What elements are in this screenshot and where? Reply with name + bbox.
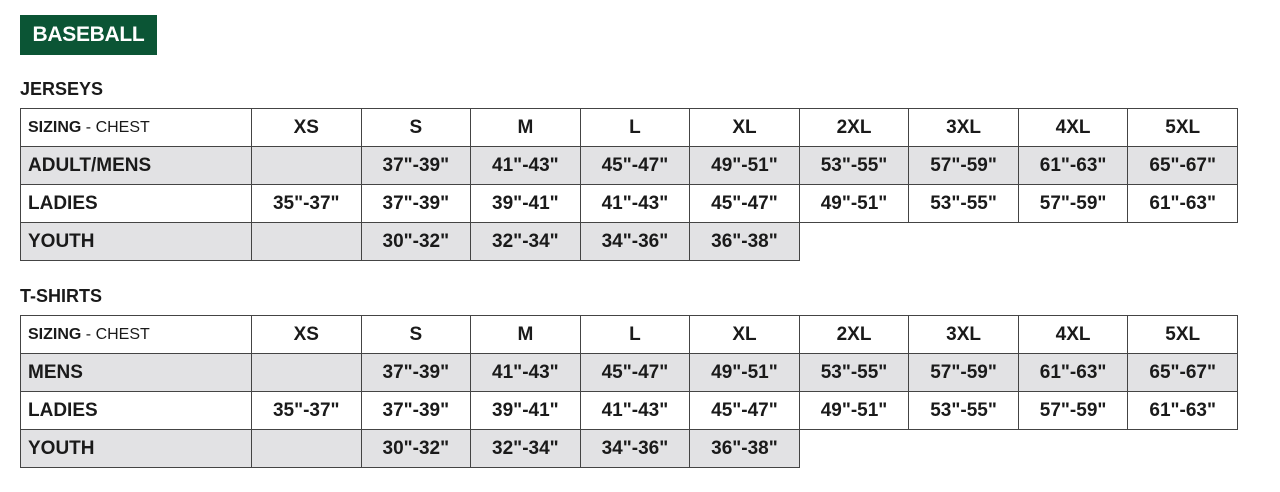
size-cell: 41"-43" <box>579 184 691 223</box>
table-row: YOUTH 30"-32" 32"-34" 34"-36" 36"-38" <box>20 222 1238 261</box>
size-cell: 57"-59" <box>908 146 1019 185</box>
size-cell: 53"-55" <box>908 391 1019 430</box>
size-header: S <box>360 315 472 354</box>
size-cell: 41"-43" <box>470 146 581 185</box>
size-cell <box>251 222 362 261</box>
size-header: S <box>360 108 472 147</box>
size-cell <box>251 146 362 185</box>
size-cell: 53"-55" <box>798 146 910 185</box>
row-label: YOUTH <box>20 429 252 468</box>
size-cell: 36"-38" <box>689 222 800 261</box>
size-cell: 37"-39" <box>360 391 472 430</box>
tshirts-size-table: SIZING - CHEST XS S M L XL 2XL 3XL 4XL 5XL MENS 37"… <box>20 315 1238 468</box>
size-header: XL <box>689 108 800 147</box>
header-row: SIZING - CHEST XS S M L XL 2XL 3XL 4XL 5XL <box>20 315 1238 354</box>
section-title-tshirts: T-SHIRTS <box>20 286 103 306</box>
size-cell: 49"-51" <box>689 353 800 392</box>
row-label: MENS <box>20 353 252 392</box>
size-cell: 45"-47" <box>579 353 691 392</box>
size-cell: 57"-59" <box>1017 184 1129 223</box>
size-header: 5XL <box>1127 108 1238 147</box>
size-cell: 41"-43" <box>579 391 691 430</box>
size-cell: 53"-55" <box>908 184 1019 223</box>
size-header: 2XL <box>798 315 910 354</box>
size-cell: 45"-47" <box>579 146 691 185</box>
table-row: YOUTH 30"-32" 32"-34" 34"-36" 36"-38" <box>20 429 1238 468</box>
empty-cell <box>908 222 1019 261</box>
row-label: LADIES <box>20 184 252 223</box>
empty-cell <box>1127 222 1238 261</box>
size-cell: 30"-32" <box>360 429 472 468</box>
size-cell <box>251 429 362 468</box>
size-cell: 49"-51" <box>798 391 910 430</box>
size-header: XS <box>251 108 362 147</box>
table-row: MENS 37"-39" 41"-43" 45"-47" 49"-51" 53"-55" 5… <box>20 353 1238 392</box>
size-header: L <box>579 315 691 354</box>
size-header: 4XL <box>1017 315 1129 354</box>
size-cell: 65"-67" <box>1127 353 1238 392</box>
empty-cell <box>1018 222 1128 261</box>
size-cell: 37"-39" <box>360 146 472 185</box>
table-row: ADULT/MENS 37"-39" 41"-43" 45"-47" 49"-51" 53… <box>20 146 1238 185</box>
jerseys-size-table: SIZING - CHEST XS S M L XL 2XL 3XL 4XL 5XL ADULT/M… <box>20 108 1238 261</box>
size-header: 3XL <box>908 315 1019 354</box>
table-row: LADIES 35"-37" 37"-39" 39"-41" 41"-43" 45"-47… <box>20 391 1238 430</box>
table-row: LADIES 35"-37" 37"-39" 39"-41" 41"-43" 45"-47… <box>20 184 1238 223</box>
size-cell: 45"-47" <box>689 391 800 430</box>
size-header: L <box>579 108 691 147</box>
size-cell: 61"-63" <box>1017 353 1129 392</box>
size-cell: 36"-38" <box>689 429 800 468</box>
size-cell: 35"-37" <box>251 184 362 223</box>
size-header: 2XL <box>798 108 910 147</box>
size-cell: 61"-63" <box>1127 184 1238 223</box>
size-cell: 65"-67" <box>1127 146 1238 185</box>
empty-cell <box>1018 429 1128 468</box>
empty-cell <box>908 429 1019 468</box>
size-cell: 37"-39" <box>360 353 472 392</box>
empty-cell <box>1127 429 1238 468</box>
size-header: 4XL <box>1017 108 1129 147</box>
sport-badge: BASEBALL <box>20 15 157 55</box>
row-label: LADIES <box>20 391 252 430</box>
size-header: M <box>470 315 581 354</box>
header-row: SIZING - CHEST XS S M L XL 2XL 3XL 4XL 5XL <box>20 108 1238 147</box>
size-cell: 37"-39" <box>360 184 472 223</box>
size-cell: 61"-63" <box>1127 391 1238 430</box>
empty-cell <box>799 429 909 468</box>
size-cell: 35"-37" <box>251 391 362 430</box>
size-cell: 49"-51" <box>798 184 910 223</box>
size-header: 3XL <box>908 108 1019 147</box>
size-cell: 49"-51" <box>689 146 800 185</box>
size-cell: 57"-59" <box>1017 391 1129 430</box>
size-cell: 39"-41" <box>470 391 581 430</box>
size-cell: 61"-63" <box>1017 146 1129 185</box>
row-label: ADULT/MENS <box>20 146 252 185</box>
size-cell: 53"-55" <box>798 353 910 392</box>
section-title-jerseys: JERSEYS <box>20 79 104 99</box>
size-header: XL <box>689 315 800 354</box>
row-label: YOUTH <box>20 222 252 261</box>
size-header: 5XL <box>1127 315 1238 354</box>
sizing-header: SIZING - CHEST <box>20 108 252 147</box>
size-cell: 45"-47" <box>689 184 800 223</box>
size-cell: 39"-41" <box>470 184 581 223</box>
size-cell: 32"-34" <box>470 222 581 261</box>
size-cell: 30"-32" <box>360 222 472 261</box>
size-header: M <box>470 108 581 147</box>
size-cell: 32"-34" <box>470 429 581 468</box>
empty-cell <box>799 222 909 261</box>
size-cell: 57"-59" <box>908 353 1019 392</box>
size-cell: 34"-36" <box>579 222 691 261</box>
size-cell: 41"-43" <box>470 353 581 392</box>
size-header: XS <box>251 315 362 354</box>
sizing-header: SIZING - CHEST <box>20 315 252 354</box>
size-cell: 34"-36" <box>579 429 691 468</box>
size-cell <box>251 353 362 392</box>
